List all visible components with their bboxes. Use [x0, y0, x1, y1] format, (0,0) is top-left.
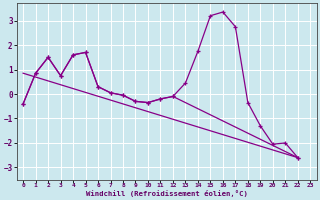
X-axis label: Windchill (Refroidissement éolien,°C): Windchill (Refroidissement éolien,°C)	[86, 190, 248, 197]
